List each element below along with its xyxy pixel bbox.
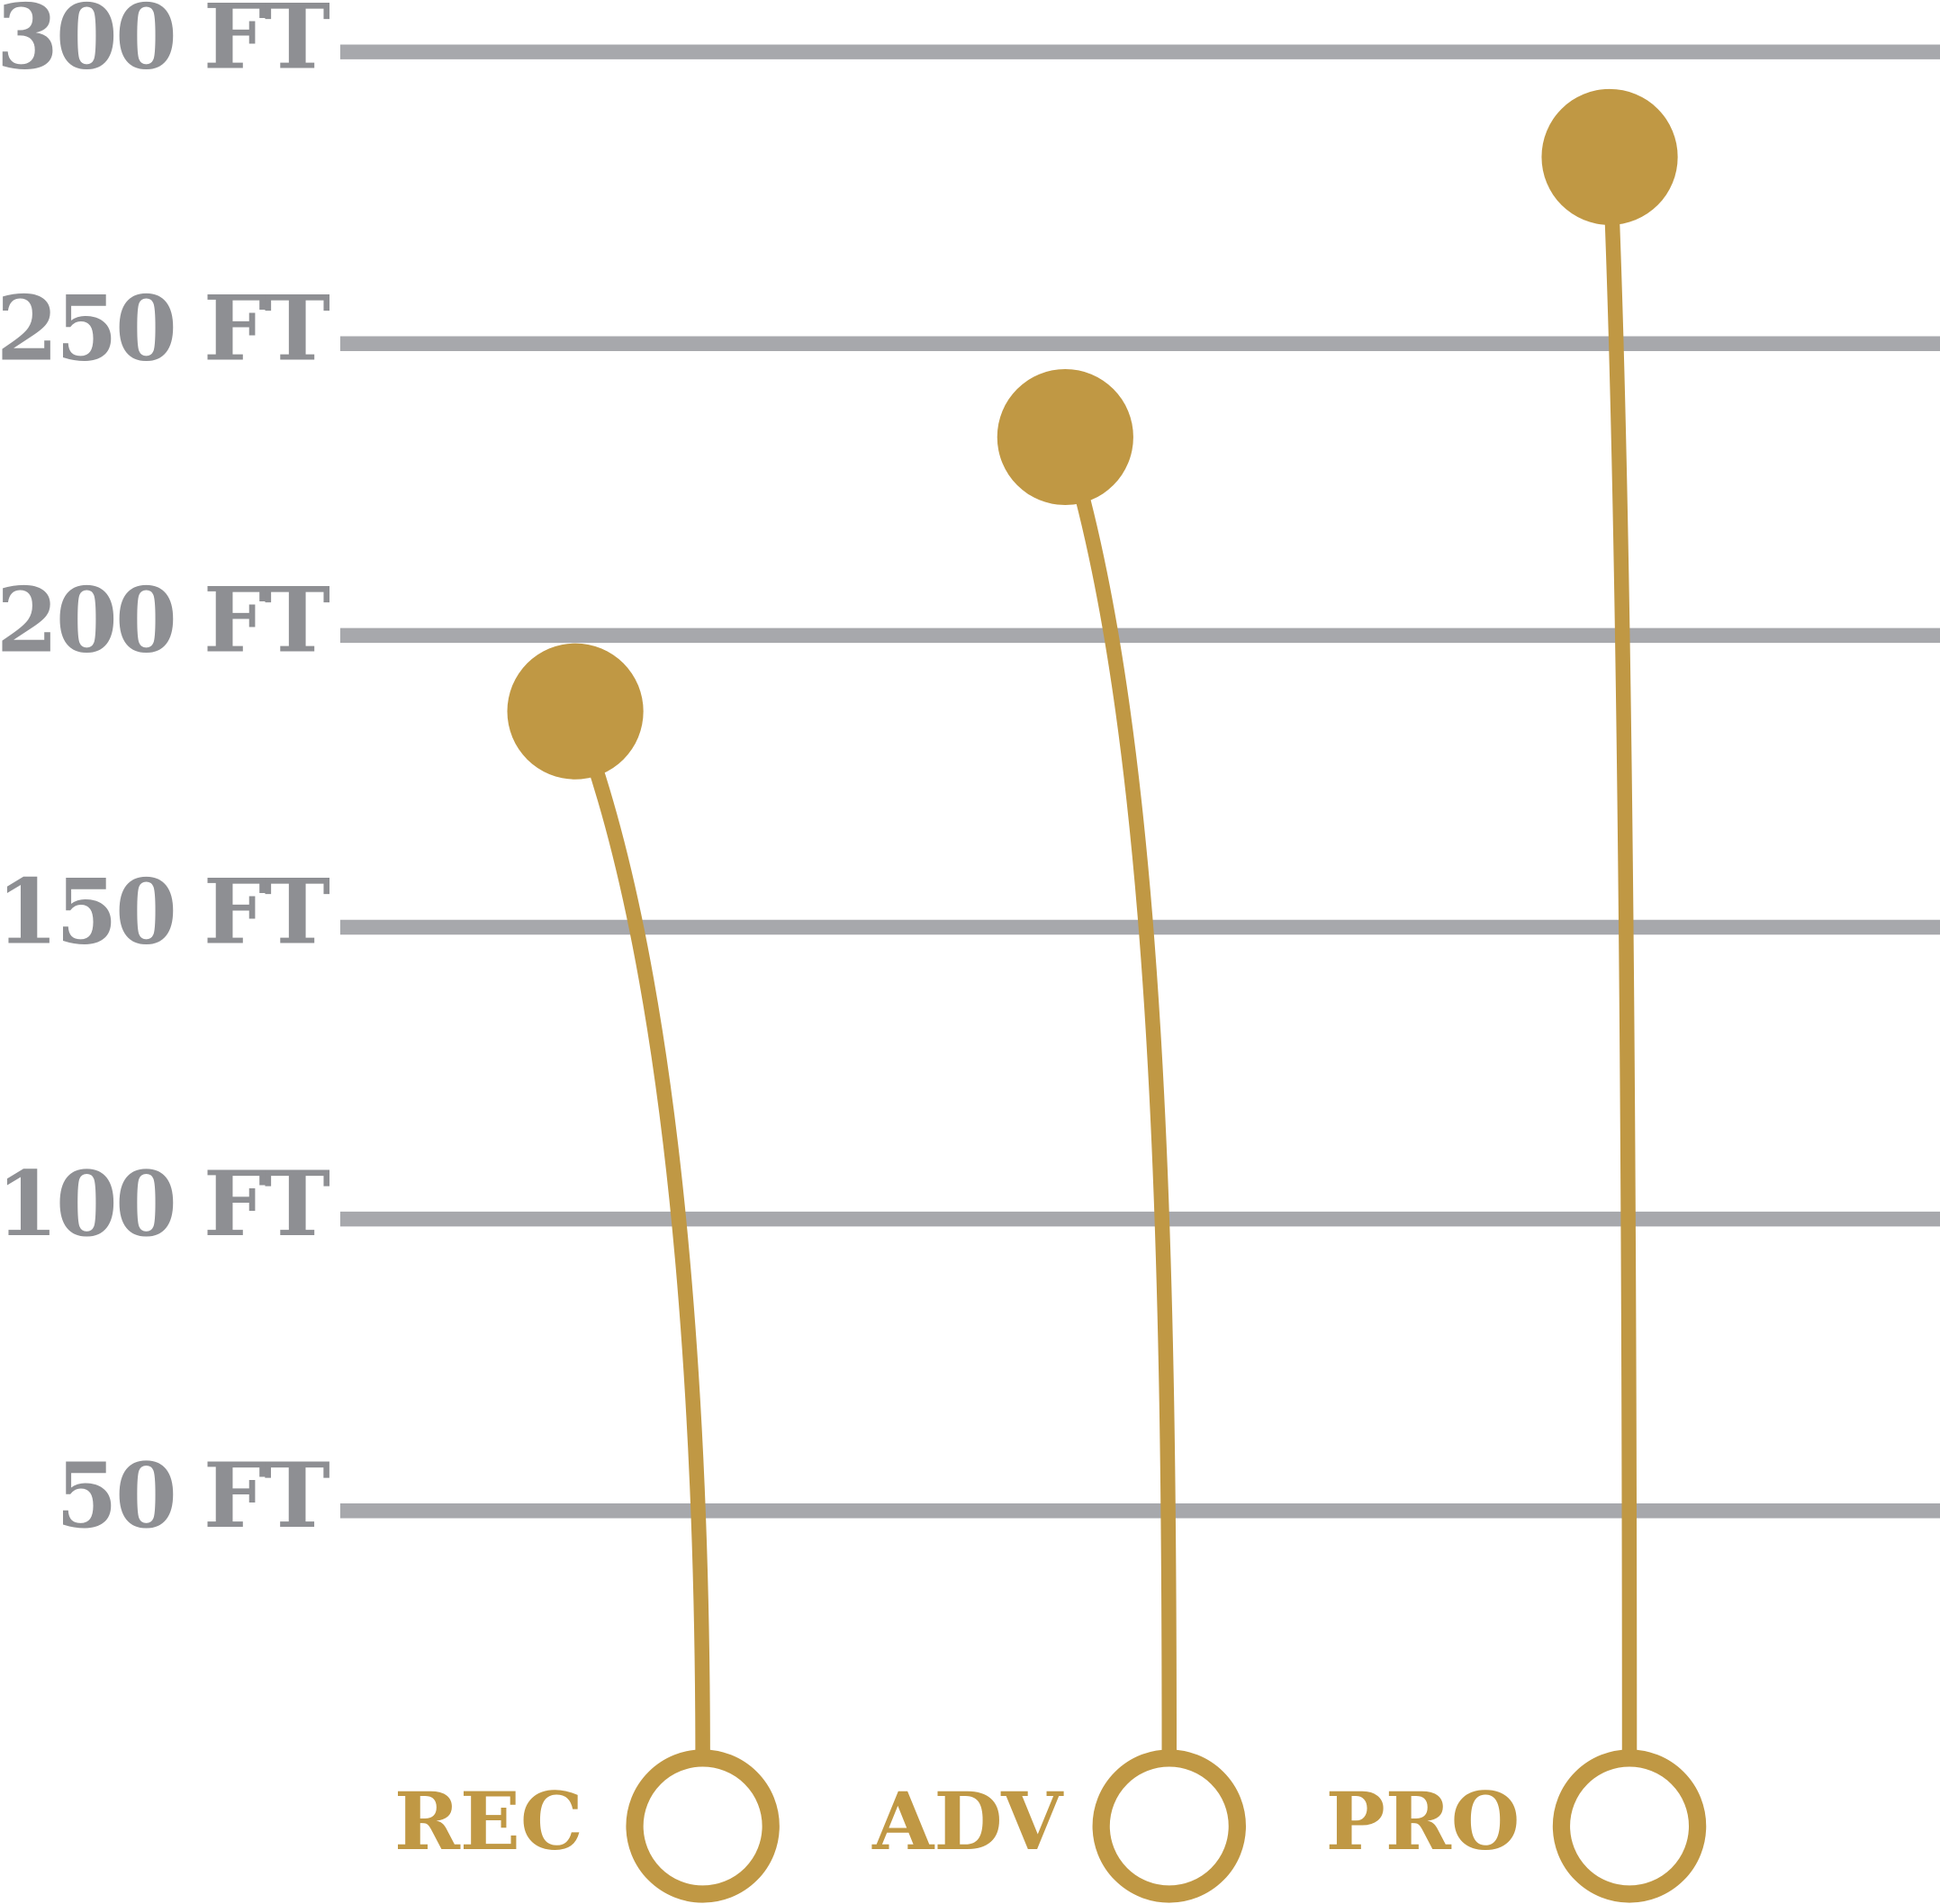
- y-tick-label: 250 FT: [0, 277, 329, 382]
- dot: [507, 643, 644, 780]
- category-label: PRO: [1326, 1774, 1520, 1868]
- category-label: REC: [394, 1774, 583, 1868]
- y-tick-label: 300 FT: [0, 0, 329, 89]
- stem: [568, 708, 710, 1758]
- y-tick-label: 100 FT: [0, 1152, 329, 1257]
- y-tick-label: 200 FT: [0, 569, 329, 673]
- category-label: ADV: [871, 1774, 1064, 1868]
- stem: [1602, 157, 1638, 1758]
- base-ring: [626, 1749, 780, 1903]
- y-tick-label: 150 FT: [0, 861, 329, 965]
- stem: [1058, 435, 1178, 1758]
- dot: [997, 368, 1133, 506]
- base-ring: [1552, 1749, 1707, 1903]
- base-ring: [1092, 1749, 1246, 1903]
- y-tick-label: 50 FT: [56, 1444, 329, 1548]
- dot: [1541, 88, 1678, 225]
